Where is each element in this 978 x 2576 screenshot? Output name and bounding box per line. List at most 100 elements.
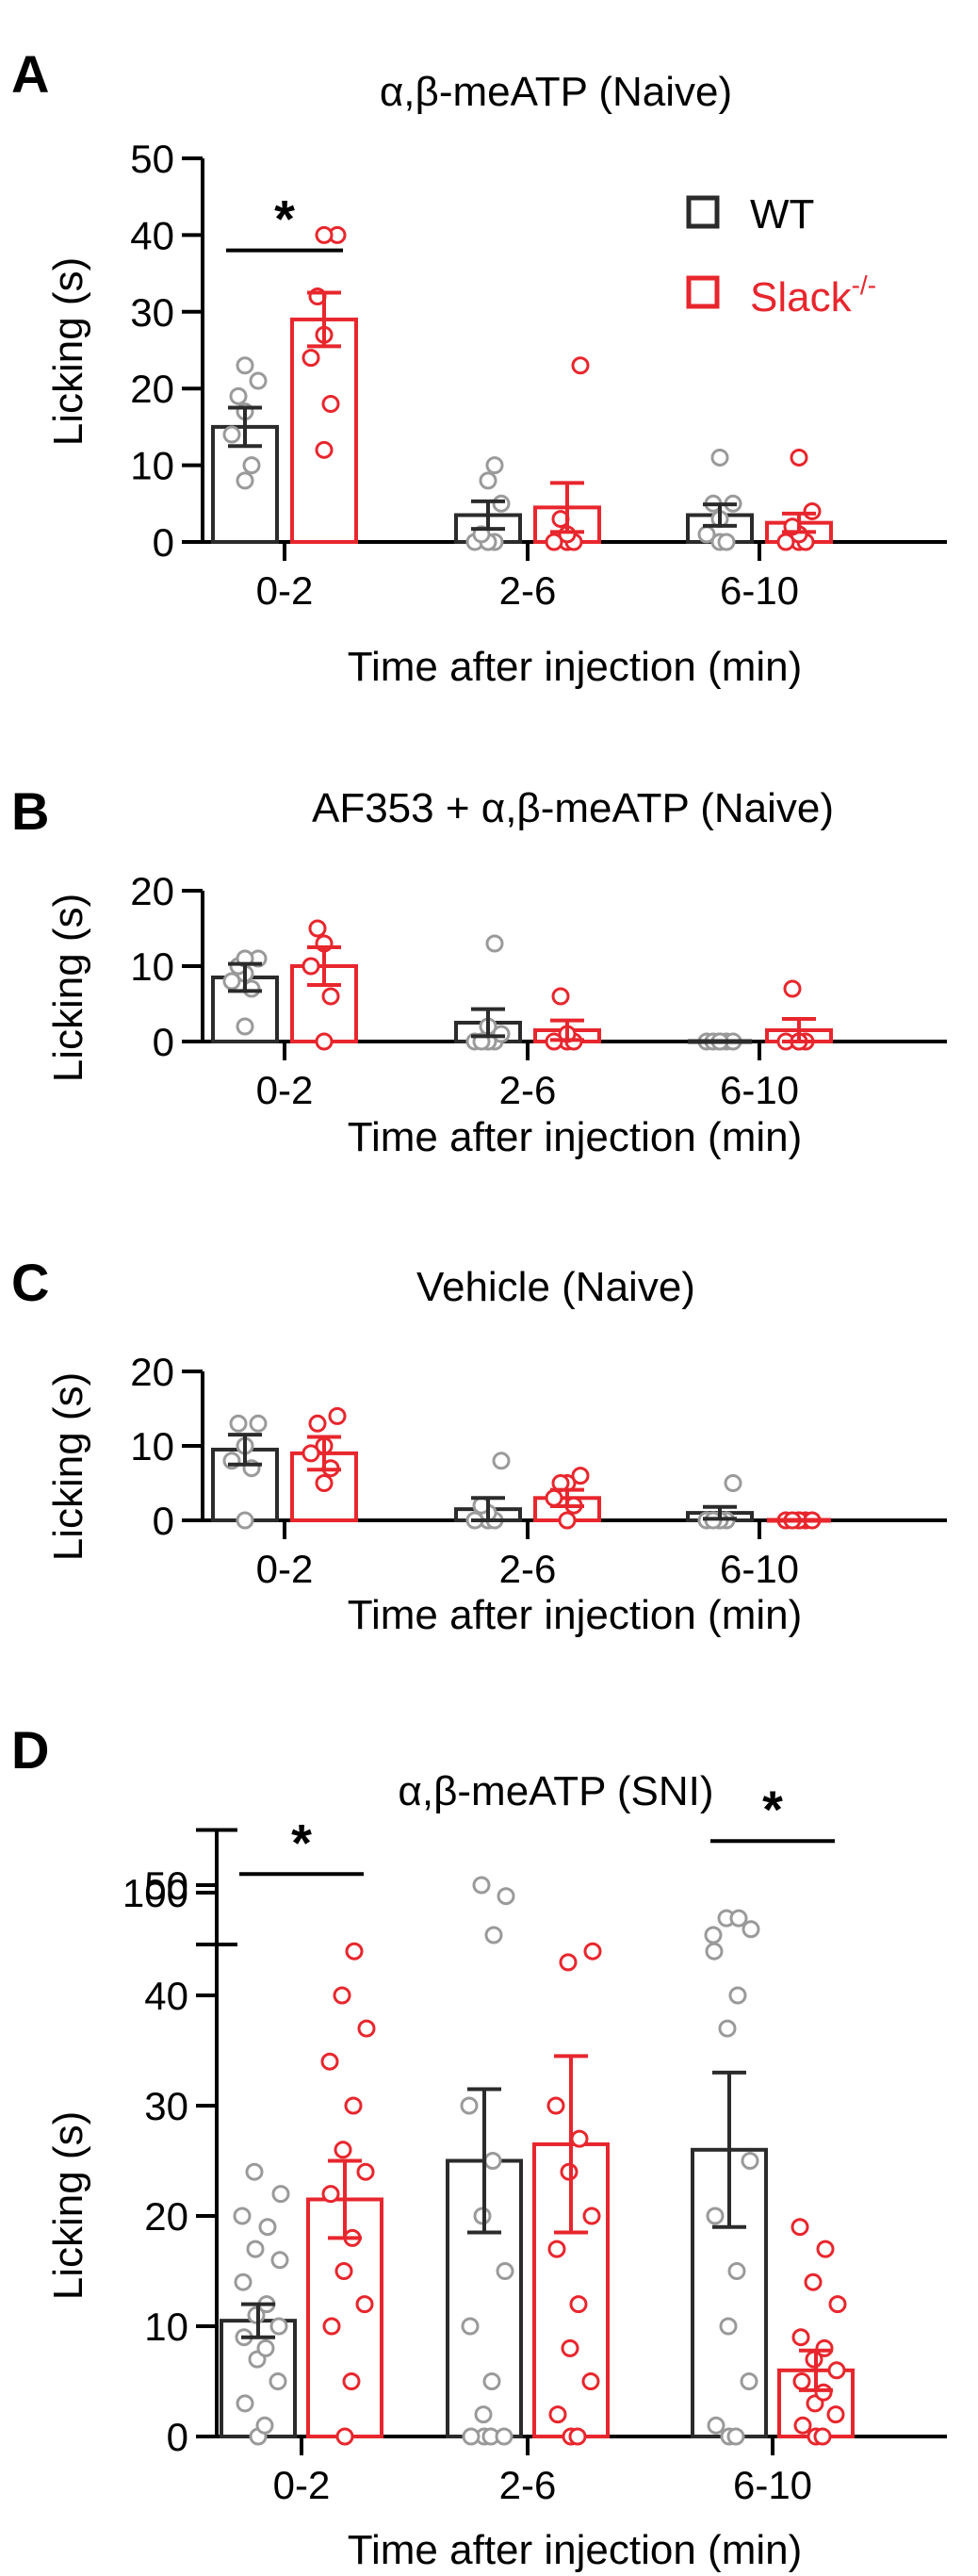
panel-c-xlabel: Time after injection (min) — [348, 1592, 803, 1638]
panel-d-point-wt-2-6 — [462, 2427, 481, 2446]
panel-a-point-wt-0-2 — [222, 425, 241, 444]
panel-c-point-wt-0-2 — [249, 1414, 268, 1433]
panel-d-point-wt-6-10 — [727, 2262, 746, 2280]
panel-d-sig-star-0-2: * — [291, 1813, 312, 1872]
panel-d-point-wt-0-2 — [271, 2185, 290, 2204]
panel-d-point-slack-6-10 — [814, 2383, 833, 2402]
panel-d-point-slack-2-6 — [581, 2372, 600, 2390]
panel-d-point-wt-6-10 — [729, 1909, 748, 1928]
panel-a-point-slack-2-6 — [545, 533, 563, 551]
panel-a-xtick-label: 0-2 — [256, 568, 314, 613]
panel-d-point-slack-0-2 — [345, 1942, 364, 1961]
panel-c-point-slack-0-2 — [308, 1414, 327, 1433]
panel-a-sig-star-0-2: * — [274, 189, 295, 249]
panel-a-ytick-label: 50 — [130, 137, 174, 181]
panel-b-point-wt-0-2 — [236, 1017, 254, 1036]
panel-a-xtick-label: 2-6 — [499, 568, 557, 613]
panel-b: B AF353 + α,β-meATP (Naive) 0 10 20 0-2 2-6 6… — [11, 781, 947, 1160]
panel-a-point-wt-0-2 — [249, 371, 268, 390]
panel-d-point-slack-0-2 — [333, 1986, 351, 2005]
panel-d-xtick-label: 6-10 — [733, 2463, 812, 2507]
panel-c-point-wt-6-10 — [724, 1474, 742, 1492]
panel-letter-c: C — [11, 1253, 49, 1312]
panel-d-point-slack-2-6 — [568, 2427, 587, 2446]
panel-d-point-slack-6-10 — [791, 2328, 810, 2347]
panel-d-point-wt-6-10 — [718, 2019, 737, 2038]
panel-c-title: Vehicle (Naive) — [416, 1264, 695, 1310]
panel-d-point-slack-0-2 — [321, 2185, 340, 2204]
panel-a-point-slack-6-10 — [790, 448, 808, 467]
panel-d-point-slack-0-2 — [335, 2427, 354, 2446]
panel-a-ytick-label: 40 — [130, 213, 174, 257]
panel-d-point-slack-0-2 — [355, 2295, 374, 2314]
panel-d-point-wt-2-6 — [461, 2317, 480, 2336]
panel-d-point-slack-0-2 — [342, 2372, 361, 2390]
panel-a-point-slack-0-2 — [321, 394, 340, 413]
panel-a-bar-slack-0-2 — [290, 317, 358, 544]
panel-a-xlabel: Time after injection (min) — [348, 644, 803, 690]
panel-c: C Vehicle (Naive) 0 10 20 0-2 2-6 6-10 Time a… — [11, 1253, 947, 1638]
panel-d-point-wt-2-6 — [460, 2096, 479, 2115]
panel-a-point-slack-0-2 — [315, 225, 334, 244]
panel-d-point-slack-2-6 — [559, 1953, 578, 1972]
panel-a-title: α,β-meATP (Naive) — [380, 69, 732, 115]
panel-b-point-slack-0-2 — [302, 957, 320, 976]
panel-d-point-wt-0-2 — [269, 2317, 288, 2336]
panel-d-point-slack-6-10 — [793, 2416, 812, 2435]
panel-a-ylabel: Licking (s) — [45, 257, 91, 447]
panel-a-point-wt-2-6 — [479, 471, 497, 490]
panel-d-point-wt-0-2 — [245, 2162, 264, 2181]
panel-d-point-slack-6-10 — [826, 2405, 845, 2424]
panel-c-point-wt-0-2 — [236, 1511, 254, 1530]
panel-a-xtick-label: 6-10 — [720, 568, 799, 613]
legend-ko-label-sup: -/- — [852, 271, 876, 300]
panel-b-point-wt-2-6 — [485, 934, 504, 953]
panel-d-point-wt-2-6 — [495, 2427, 513, 2446]
legend-ko-label: Slack-/- — [750, 271, 876, 320]
panel-d-point-slack-6-10 — [816, 2240, 835, 2258]
panel-b-xtick-label: 6-10 — [720, 1068, 799, 1112]
panel-d-ytick-label: 10 — [144, 2305, 188, 2349]
panel-d-point-slack-6-10 — [828, 2295, 847, 2314]
panel-d-point-wt-6-10 — [726, 2427, 745, 2446]
panel-c-ytick-label: 20 — [130, 1350, 174, 1394]
panel-d-point-wt-6-10 — [719, 2317, 738, 2336]
legend-ko-swatch — [686, 275, 720, 309]
panel-b-ylabel: Licking (s) — [45, 894, 91, 1083]
panel-c-xtick-label: 0-2 — [256, 1547, 314, 1591]
panel-c-ylabel: Licking (s) — [45, 1372, 91, 1562]
panel-a-point-wt-2-6 — [485, 456, 504, 475]
panel-b-ytick-label: 20 — [130, 869, 174, 913]
panel-c-point-wt-0-2 — [229, 1414, 248, 1433]
panel-d-point-wt-0-2 — [270, 2251, 289, 2270]
panel-d-ytick-label: 30 — [144, 2084, 188, 2128]
panel-d-point-slack-0-2 — [320, 2052, 339, 2071]
legend-wt-label: WT — [750, 191, 814, 238]
panel-d-point-wt-2-6 — [497, 1887, 515, 1906]
panel-d-point-wt-0-2 — [256, 2338, 275, 2357]
panel-a-point-slack-0-2 — [315, 440, 334, 459]
panel-d-point-slack-0-2 — [344, 2096, 363, 2115]
panel-d-ytick-label: 40 — [144, 1974, 188, 2018]
panel-d-point-slack-6-10 — [792, 2372, 811, 2390]
panel-d-xtick-label: 0-2 — [273, 2463, 331, 2507]
panel-d-ytick-label: 20 — [144, 2194, 188, 2239]
panel-d-point-wt-2-6 — [474, 2405, 493, 2424]
panel-c-ytick-label: 0 — [153, 1499, 174, 1543]
panel-a-point-wt-6-10 — [697, 525, 716, 544]
panel-d-point-wt-6-10 — [706, 2207, 725, 2225]
panel-a-point-wt-0-2 — [229, 386, 248, 405]
panel-c-point-wt-2-6 — [492, 1452, 511, 1470]
panel-d-point-wt-0-2 — [233, 2207, 252, 2225]
panel-d-point-wt-0-2 — [255, 2416, 274, 2435]
panel-letter-b: B — [11, 781, 49, 841]
panel-d-point-wt-0-2 — [269, 2372, 287, 2390]
panel-a-ytick-label: 20 — [130, 367, 174, 411]
panel-d-point-slack-2-6 — [582, 2207, 601, 2225]
panel-d-point-wt-6-10 — [704, 1926, 723, 1944]
panel-d-point-slack-0-2 — [334, 2262, 353, 2280]
panel-b-point-slack-6-10 — [783, 979, 802, 998]
panel-b-xtick-label: 0-2 — [256, 1068, 314, 1112]
